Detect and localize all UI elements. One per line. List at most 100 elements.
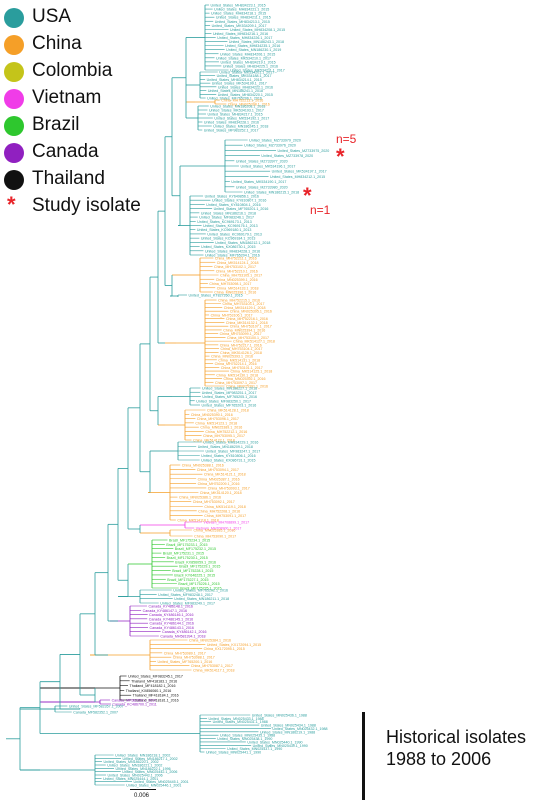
historical-label-line-1: Historical isolates [386, 727, 527, 747]
tip-label: United_States_MH834217.1_2015 [208, 113, 263, 117]
tip-label: United_States_KY810807.1_2016 [212, 199, 266, 203]
tip-label: China_MN025398.1_2016 [228, 103, 270, 107]
tip-label: United_States_MN025431.1_1988 [213, 720, 268, 724]
tip-label: Brazil_MF175233.1_2015 [166, 543, 207, 547]
legend-swatch [4, 62, 24, 82]
tip-label: Canada_KY486144.1_2016 [149, 622, 193, 626]
tip-label: United_States_MN025442.1_2006 [122, 770, 177, 774]
tip-label: United_States_MZ733975_2020 [278, 149, 330, 153]
tip-label: United_States_MN186211.1_2018 [174, 597, 229, 601]
tip-label: China_MN025390.1_2016 [191, 413, 233, 417]
tip-label: Brazil_MF175234.1_2015 [169, 539, 210, 543]
study-isolate-star-lower: * [303, 183, 312, 208]
tip-label: United_States_KT827260.1_2015 [188, 294, 242, 298]
tip-label: China_MH753090.1_2017 [194, 535, 236, 539]
tip-label: Brazil_KY646225.1_2015 [174, 573, 215, 577]
tip-label: United_States_MF983251.1_2017 [202, 391, 257, 395]
tip-label: China_MH753097.1_2017 [215, 381, 257, 385]
tip-label: United_States_MN186243.1_2018 [229, 40, 284, 44]
tip-label: United_States_KY810806.1_2016 [201, 454, 255, 458]
tip-label: China_MH753092.1_2017 [193, 500, 235, 504]
tip-label: United_States_MH834225.1_2016 [223, 64, 278, 68]
tip-label: China_MN025386.1_2016 [179, 496, 221, 500]
tip-label: Canada_KY486142.1_2016 [162, 630, 206, 634]
tip-label: China_MH753103.1_2017 [223, 302, 265, 306]
tip-label: United_States_MF765206.1_2016 [207, 97, 262, 101]
tip-label: United_States_MH834220.1_2015 [218, 93, 273, 97]
study-isolate-count-upper: n=5 [336, 132, 357, 146]
tip-label: Canada_KY486147.1_2016 [143, 609, 187, 613]
tip-label: China_MH753106.1_2017 [211, 313, 253, 317]
tip-label: China_MH752211.1_2016 [215, 257, 257, 261]
tip-label: China_MH753104.1_2017 [221, 347, 263, 351]
tip-label: United_States_MK534193.1_2017 [209, 109, 264, 113]
tip-label: Brazil_MF175225.1_2015 [180, 587, 221, 591]
tip-label: United_States_MH834235.1_2016 [225, 44, 280, 48]
tip-label: United_States_MZ733977_2020 [236, 159, 288, 163]
tip-label: China_MH753100.1_2017 [227, 336, 269, 340]
tip-label: United_States_MN186217.1_2002 [122, 757, 177, 761]
tip-label: China_MK514131.1_2018 [218, 358, 260, 362]
tip-label: United_States_MN186216.1_2018 [201, 211, 256, 215]
tip-label: China_MN025388.1_2016 [182, 464, 224, 468]
tip-label: China_MH753098.1_2017 [209, 282, 251, 286]
tip-label: United_States_MZ733979_2020 [249, 139, 301, 143]
tip-label: China_MH753091.1_2017 [204, 514, 246, 518]
tip-label: Canada_MF582352.1_2007 [73, 711, 118, 715]
tip-label: United_States_MN186209.1_2018 [198, 445, 253, 449]
tip-label: China_MH753087.1_2017 [191, 664, 233, 668]
tip-label: United_States_MH834219.1_2015 [220, 60, 275, 64]
legend-swatch [4, 116, 24, 136]
tip-label: China_MH752214.1_2016 [215, 362, 257, 366]
historical-label-line-2: 1988 to 2006 [386, 749, 492, 769]
tip-label: United_States_MN025434.1_1988 [261, 724, 316, 728]
tip-label: Canada_MF582351.1_2017 [112, 699, 157, 703]
tip-label: United_States_MK534192.1_2017 [214, 117, 269, 121]
tip-label: Canada_KY486143.1_2016 [149, 626, 193, 630]
tip-label: United_States_MN025432.1_1988 [272, 727, 327, 731]
tip-label: United_States_KY649856.1_2016 [205, 195, 259, 199]
tip-label: China_MK514119.1_2018 [204, 505, 246, 509]
tip-label: United_States_MN186241.1_2018 [208, 89, 263, 93]
tip-label: United_States_MN186212.1_2018 [215, 241, 270, 245]
tip-label: United_States_MH834208.1_2015 [230, 28, 285, 32]
tip-label: China_MN025395.1_2016 [230, 310, 272, 314]
tip-label: China_MN025389.1_2016 [200, 426, 242, 430]
tip-label: United_States_MF983245.1_2017 [128, 675, 183, 679]
tip-label: China_MK514120.1_2018 [200, 491, 242, 495]
tip-label: United_States_MH834221.1_2015 [214, 8, 269, 12]
tip-label: United_States_MF582357.1_2007 [69, 705, 124, 709]
tip-label: China_MH753101.1_2017 [221, 366, 263, 370]
tip-label: China_MH753105.1_2017 [220, 274, 262, 278]
tip-label: United_States_MN025438.1_1990 [217, 737, 272, 741]
tip-label: United_States_MK534201.1_2017 [219, 71, 274, 75]
tip-label: China_MH752217.1_2016 [220, 343, 262, 347]
tip-label: China_MK514128.1_2018 [207, 409, 249, 413]
historical-isolates-bracket [362, 712, 365, 800]
tip-label: United_States_MN186215.1_2018 [244, 191, 299, 195]
tip-label: China_MH752213.1_2016 [221, 99, 263, 103]
tip-label: United_States_MF765203.1_2016 [201, 404, 256, 408]
tip-label: China_MK514118.1_2018 [177, 519, 219, 523]
tip-label: China_MN025396.1_2016 [214, 291, 256, 295]
tip-label: China_MK514129.1_2018 [224, 306, 266, 310]
tip-label: China_MH752216.1_2016 [226, 317, 268, 321]
tip-label: Thailand_MF418181.1_2016 [133, 699, 179, 703]
legend-label: Study isolate [32, 195, 141, 216]
asterisk-icon: * [7, 192, 16, 217]
tip-label: United_States_MH834214.1_2015 [207, 78, 262, 82]
legend-label: USA [32, 6, 72, 27]
tip-label: United_States_MH834206.1_2015 [220, 52, 275, 56]
tip-label: United_States_MN025441.1_1990 [206, 751, 261, 755]
historical-isolates-label: Historical isolates 1988 to 2006 [386, 726, 526, 770]
tip-label: United_States_MN186221.1_2002 [107, 764, 162, 768]
tip-label: United_States_MF983248.1_2017 [158, 593, 213, 597]
tip-label: China_MN025394.1_2016 [223, 328, 265, 332]
tip-label: Thailand_MF418184.1_2016 [133, 694, 179, 698]
tip-label: China_MH753093.1_2017 [208, 486, 250, 490]
legend-label: Vietnam [32, 87, 102, 108]
tip-label: China_MH753096.1_2017 [197, 417, 239, 421]
tip-label: Brazil_MF175229.1_2015 [179, 565, 220, 569]
tip-label: United_States_MH834228.1_2016 [205, 249, 260, 253]
tip-label: Canada_KY486146.1_2016 [149, 613, 193, 617]
